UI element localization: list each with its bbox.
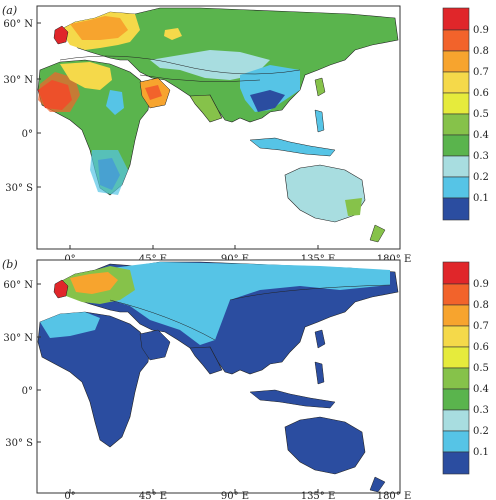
- africa-landmass: [37, 311, 151, 448]
- colorbar-tick: 0.3: [473, 151, 489, 162]
- colorbar-tick: 0.4: [473, 130, 489, 141]
- australia-se-green: [345, 198, 362, 216]
- lon-label: 90° E: [221, 491, 249, 500]
- colorbar-tick: 0.2: [473, 426, 489, 437]
- panel-b-label: (b): [2, 258, 18, 271]
- arabia: [139, 329, 171, 361]
- lat-label: 30° N: [3, 75, 33, 86]
- philippines: [314, 109, 325, 133]
- colorbar-tick: 0.5: [473, 109, 489, 120]
- colorbar-tick: 0.2: [473, 172, 489, 183]
- colorbar-b: 0.9 0.8 0.7 0.6 0.5 0.4 0.3 0.2 0.1: [442, 261, 489, 475]
- china-dark: [250, 90, 285, 112]
- india-region: [189, 346, 223, 375]
- colorbar-tick: 0.6: [473, 88, 489, 99]
- lat-label: 0°: [22, 129, 33, 140]
- colorbar-a: 0.9 0.8 0.7 0.6 0.5 0.4 0.3 0.2 0.1: [442, 7, 489, 221]
- japan: [314, 77, 326, 97]
- north-africa-lightblue: [40, 312, 100, 338]
- yellow-blob: [164, 28, 182, 40]
- colorbar-tick: 0.9: [473, 25, 489, 36]
- colorbar-tick: 0.7: [473, 67, 489, 78]
- lat-axis-b: 60° N 30° N 0° 30° S: [3, 280, 41, 449]
- map-panel-a: 60° N 30° N 0° 30° S 0° 45° E 90° E 135°…: [3, 5, 489, 265]
- arabia-red: [145, 85, 162, 100]
- map-b-fill: [37, 261, 399, 493]
- africa-blue-center: [106, 90, 124, 115]
- lon-label: 180° E: [377, 491, 412, 500]
- lat-axis-a: 60° N 30° N 0° 30° S: [3, 19, 41, 194]
- colorbar-tick: 0.8: [473, 300, 489, 311]
- lon-label: 45° E: [139, 491, 167, 500]
- uk-red: [53, 279, 69, 299]
- lon-axis-b: 0° 45° E 90° E 135° E 180° E: [64, 489, 411, 500]
- indonesia: [249, 389, 336, 409]
- japan: [314, 329, 326, 349]
- new-zealand: [369, 476, 386, 493]
- lat-label: 60° N: [3, 19, 33, 30]
- west-africa-orange: [38, 72, 80, 112]
- lon-label: 0°: [64, 491, 75, 500]
- philippines: [314, 361, 325, 385]
- europe-orange: [70, 272, 118, 294]
- lat-label: 60° N: [3, 280, 33, 291]
- uk-red: [53, 25, 69, 45]
- map-a-fill: [37, 7, 399, 243]
- panel-a-label: (a): [2, 4, 18, 17]
- india-region: [189, 94, 223, 123]
- indonesia: [249, 137, 336, 157]
- lat-label: 0°: [22, 386, 33, 397]
- australia: [284, 416, 366, 475]
- central-asia-band: [150, 50, 270, 80]
- colorbar-tick: 0.5: [473, 363, 489, 374]
- new-zealand: [369, 224, 386, 243]
- colorbar-tick: 0.8: [473, 46, 489, 57]
- africa-south-ring: [90, 150, 128, 195]
- colorbar-tick: 0.9: [473, 279, 489, 290]
- colorbar-tick: 0.1: [473, 447, 489, 458]
- colorbar-tick: 0.4: [473, 384, 489, 395]
- lon-label: 135° E: [301, 491, 336, 500]
- lat-label: 30° N: [3, 333, 33, 344]
- colorbar-tick: 0.1: [473, 193, 489, 204]
- europe-orange: [70, 16, 128, 40]
- map-panel-b: 60° N 30° N 0° 30° S 0° 45° E 90° E 135°…: [3, 259, 489, 500]
- colorbar-tick: 0.3: [473, 405, 489, 416]
- colorbar-tick: 0.6: [473, 342, 489, 353]
- north-africa-yellow: [60, 62, 112, 90]
- colorbar-tick: 0.7: [473, 321, 489, 332]
- lat-label: 30° S: [5, 438, 33, 449]
- north-eurasia-lightblue: [95, 262, 390, 345]
- lat-label: 30° S: [5, 183, 33, 194]
